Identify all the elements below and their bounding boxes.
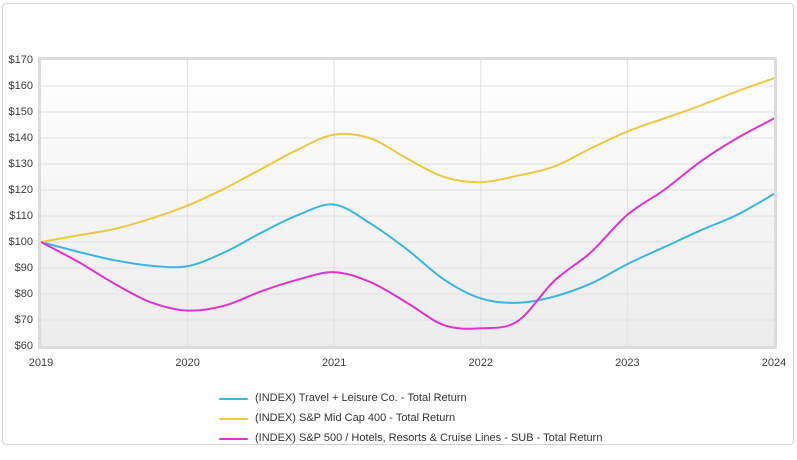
y-tick-label: $130	[8, 158, 33, 170]
x-tick-label: 2022	[468, 357, 494, 369]
y-tick-label: $160	[8, 80, 33, 92]
legend-item-0[interactable]: (INDEX) Travel + Leisure Co. - Total Ret…	[219, 392, 602, 405]
series-line-1	[41, 77, 774, 243]
y-tick-label: $120	[8, 184, 33, 196]
y-tick-label: $70	[14, 314, 33, 326]
y-tick-label: $60	[14, 340, 33, 352]
chart-widget-frame: $170 $160 $150 $140 $130 $120 $110 $100 $90 $80 $7…	[2, 3, 794, 445]
y-tick-label: $150	[8, 106, 33, 118]
series-line-2	[41, 117, 774, 330]
y-tick-label: $140	[8, 132, 33, 144]
y-tick-label: $170	[8, 54, 33, 66]
x-tick-label: 2023	[615, 357, 640, 369]
legend-line-swatch	[219, 437, 248, 440]
series-line-0	[41, 192, 774, 304]
y-tick-label: $100	[8, 236, 33, 248]
y-tick-label: $90	[14, 262, 33, 274]
x-tick-label: 2020	[175, 357, 200, 369]
x-tick-label: 2024	[761, 357, 787, 369]
y-tick-label: $110	[9, 210, 33, 222]
y-tick-label: $80	[14, 288, 33, 300]
x-tick-label: 2021	[321, 357, 347, 369]
legend: (INDEX) Travel + Leisure Co. - Total Ret…	[219, 392, 602, 445]
legend-label: (INDEX) S&P 500 / Hotels, Resorts & Crui…	[255, 432, 603, 444]
plot-area	[38, 57, 777, 349]
legend-item-1[interactable]: (INDEX) S&P Mid Cap 400 - Total Return	[219, 412, 602, 425]
legend-label: (INDEX) Travel + Leisure Co. - Total Ret…	[255, 392, 467, 404]
legend-item-2[interactable]: (INDEX) S&P 500 / Hotels, Resorts & Crui…	[219, 432, 602, 445]
x-tick-label: 2019	[28, 357, 54, 369]
line-chart	[41, 60, 774, 346]
legend-line-swatch	[219, 397, 248, 400]
legend-label: (INDEX) S&P Mid Cap 400 - Total Return	[255, 412, 456, 424]
legend-line-swatch	[219, 417, 248, 420]
